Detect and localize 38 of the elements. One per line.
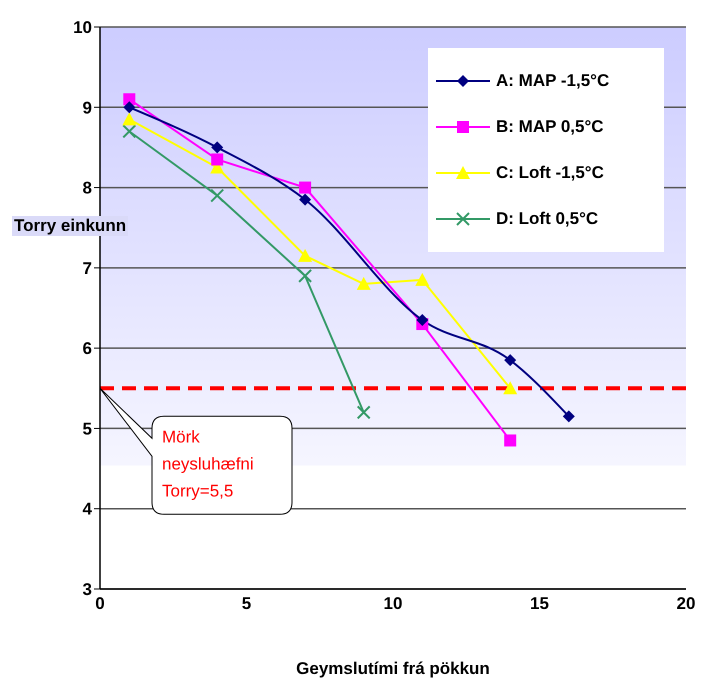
point xyxy=(298,268,312,283)
y-tick-label: 6 xyxy=(82,339,92,358)
legend-label: C: Loft -1,5°C xyxy=(496,163,604,183)
legend-label: A: MAP -1,5°C xyxy=(496,71,610,91)
y-tick-label: 7 xyxy=(82,258,92,278)
point xyxy=(356,405,371,420)
y-tick-label: 10 xyxy=(73,18,92,38)
point xyxy=(299,194,312,206)
point xyxy=(299,182,312,194)
x-tick-label: 5 xyxy=(242,594,252,614)
point xyxy=(210,188,224,203)
x-tick-label: 10 xyxy=(384,594,402,614)
x-axis-title: Geymslutími frá pökkun xyxy=(296,659,490,678)
x-tick-label: 15 xyxy=(530,594,549,614)
x-tick-label: 0 xyxy=(95,594,105,614)
point xyxy=(503,381,518,394)
point xyxy=(122,112,136,126)
legend-label: B: MAP 0,5°C xyxy=(496,117,604,137)
point xyxy=(562,410,575,422)
legend-label: D: Loft 0,5°C xyxy=(496,209,598,229)
point xyxy=(504,354,516,366)
point xyxy=(122,124,136,138)
point xyxy=(298,248,312,262)
point xyxy=(504,434,516,446)
point xyxy=(415,272,430,286)
y-tick-label: 3 xyxy=(82,580,92,600)
point xyxy=(211,153,224,166)
y-axis-title: Torry einkunn xyxy=(12,216,128,236)
y-tick-label: 4 xyxy=(82,500,93,519)
point xyxy=(416,314,428,326)
y-tick-label: 9 xyxy=(82,98,92,118)
x-tick-label: 20 xyxy=(676,594,696,614)
y-tick-label: 8 xyxy=(82,178,92,198)
point xyxy=(211,141,224,154)
point xyxy=(123,101,136,114)
y-tick-label: 5 xyxy=(82,419,92,438)
point xyxy=(356,276,371,290)
ref-line-label: Mörk neysluhæfni Torry=5,5 xyxy=(162,427,254,500)
